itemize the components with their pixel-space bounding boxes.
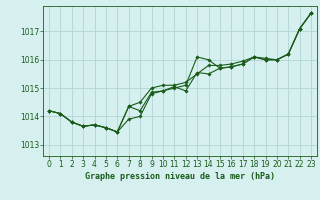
X-axis label: Graphe pression niveau de la mer (hPa): Graphe pression niveau de la mer (hPa) [85, 172, 275, 181]
